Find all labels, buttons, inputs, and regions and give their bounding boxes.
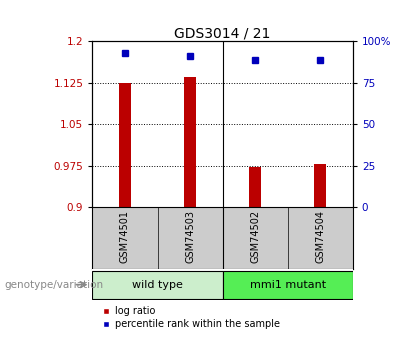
Text: GSM74504: GSM74504 (315, 210, 325, 263)
Text: genotype/variation: genotype/variation (4, 280, 103, 289)
FancyBboxPatch shape (92, 270, 223, 298)
Bar (249, 167, 261, 207)
Legend: log ratio, percentile rank within the sample: log ratio, percentile rank within the sa… (97, 303, 284, 333)
Text: GSM74501: GSM74501 (120, 210, 130, 263)
Bar (119, 83, 131, 207)
Text: GSM74502: GSM74502 (250, 210, 260, 263)
Bar (184, 77, 196, 207)
Text: mmi1 mutant: mmi1 mutant (249, 280, 326, 289)
Text: wild type: wild type (132, 280, 183, 289)
Bar (315, 164, 326, 207)
FancyBboxPatch shape (223, 270, 353, 298)
Title: GDS3014 / 21: GDS3014 / 21 (174, 26, 271, 40)
Text: GSM74503: GSM74503 (185, 210, 195, 263)
